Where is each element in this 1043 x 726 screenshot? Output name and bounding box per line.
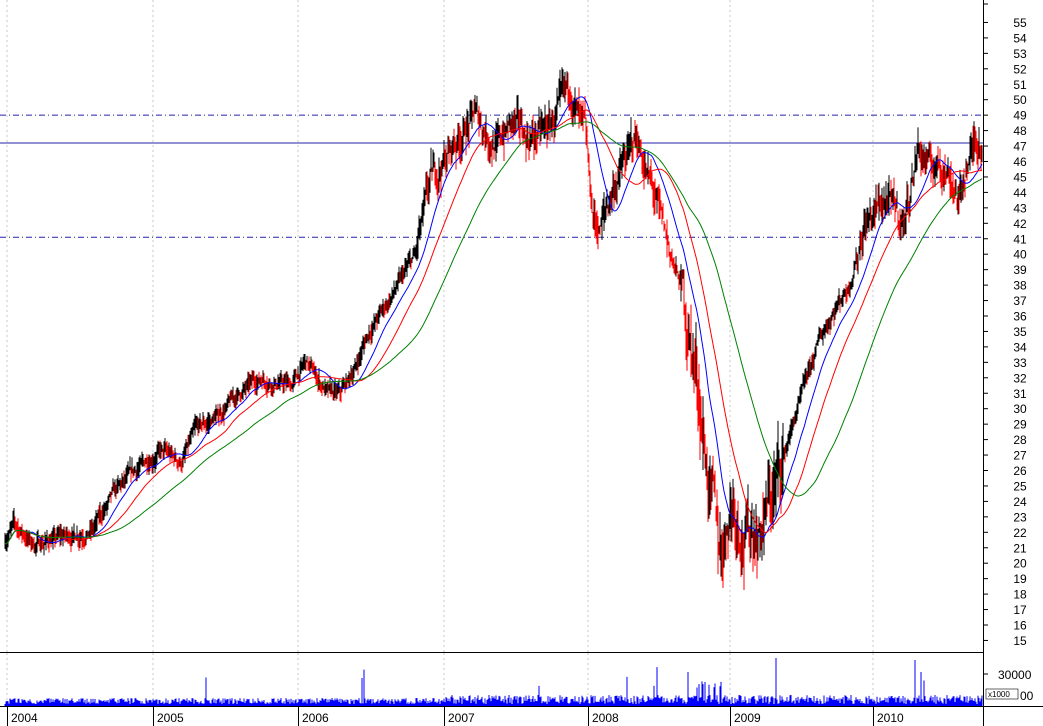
y-tick-label: 23 (1013, 510, 1027, 524)
volume-unit-box (985, 688, 1019, 700)
y-tick-label: 48 (1013, 124, 1027, 138)
volume-tick-label: 30000 (998, 668, 1032, 682)
y-tick-label: 53 (1013, 47, 1027, 61)
y-tick-label: 41 (1013, 232, 1027, 246)
y-tick-label: 31 (1013, 387, 1027, 401)
y-tick-label: 15 (1013, 634, 1027, 648)
x-tick-label: 2006 (302, 711, 329, 725)
y-tick-label: 35 (1013, 325, 1027, 339)
y-tick-label: 36 (1013, 310, 1027, 324)
y-tick-label: 18 (1013, 588, 1027, 602)
y-tick-label: 33 (1013, 356, 1027, 370)
y-tick-label: 50 (1013, 93, 1027, 107)
volume-tick-label: 00 (1020, 689, 1034, 703)
grid-layer (6, 0, 874, 706)
y-tick-label: 29 (1013, 418, 1027, 432)
y-tick-label: 16 (1013, 619, 1027, 633)
moving-average-line (4, 121, 983, 545)
y-tick-label: 54 (1013, 31, 1027, 45)
volume-axis: 30000 00 x1000 (983, 668, 1034, 703)
x-tick-label: 2008 (592, 711, 619, 725)
y-tick-label: 28 (1013, 433, 1027, 447)
y-tick-label: 22 (1013, 526, 1027, 540)
y-tick-label: 24 (1013, 495, 1027, 509)
y-tick-label: 51 (1013, 78, 1027, 92)
y-tick-label: 19 (1013, 572, 1027, 586)
reference-lines (0, 114, 983, 238)
moving-average-line (4, 109, 983, 545)
y-tick-label: 17 (1013, 603, 1027, 617)
x-tick-label: 2005 (157, 711, 184, 725)
y-tick-label: 46 (1013, 155, 1027, 169)
x-axis: 2004 2005 2006 2007 2008 2009 2010 (7, 706, 904, 726)
y-tick-label: 47 (1013, 140, 1027, 154)
x-tick-label: 2010 (877, 711, 904, 725)
y-tick-label: 38 (1013, 279, 1027, 293)
y-tick-label: 27 (1013, 449, 1027, 463)
y-tick-label: 20 (1013, 557, 1027, 571)
moving-averages (4, 96, 983, 545)
y-tick-label: 49 (1013, 109, 1027, 123)
y-tick-label: 39 (1013, 263, 1027, 277)
x-tick-label: 2004 (11, 711, 38, 725)
y-tick-label: 44 (1013, 186, 1027, 200)
price-bars (4, 67, 983, 590)
y-tick-label: 25 (1013, 479, 1027, 493)
volume-unit-label: x1000 (988, 690, 1010, 699)
y-tick-label: 30 (1013, 402, 1027, 416)
y-tick-label: 21 (1013, 541, 1027, 555)
y-tick-label: 32 (1013, 371, 1027, 385)
y-tick-label: 45 (1013, 170, 1027, 184)
y-tick-label: 40 (1013, 248, 1027, 262)
moving-average-line (4, 96, 983, 545)
y-tick-label: 26 (1013, 464, 1027, 478)
y-tick-label: 42 (1013, 217, 1027, 231)
y-tick-label: 55 (1013, 16, 1027, 30)
volume-bars (4, 658, 983, 706)
y-tick-label: 52 (1013, 62, 1027, 76)
y-tick-label: 43 (1013, 201, 1027, 215)
y-tick-label: 37 (1013, 294, 1027, 308)
y-tick-label: 34 (1013, 340, 1027, 354)
x-tick-label: 2009 (734, 711, 761, 725)
x-tick-label: 2007 (448, 711, 475, 725)
